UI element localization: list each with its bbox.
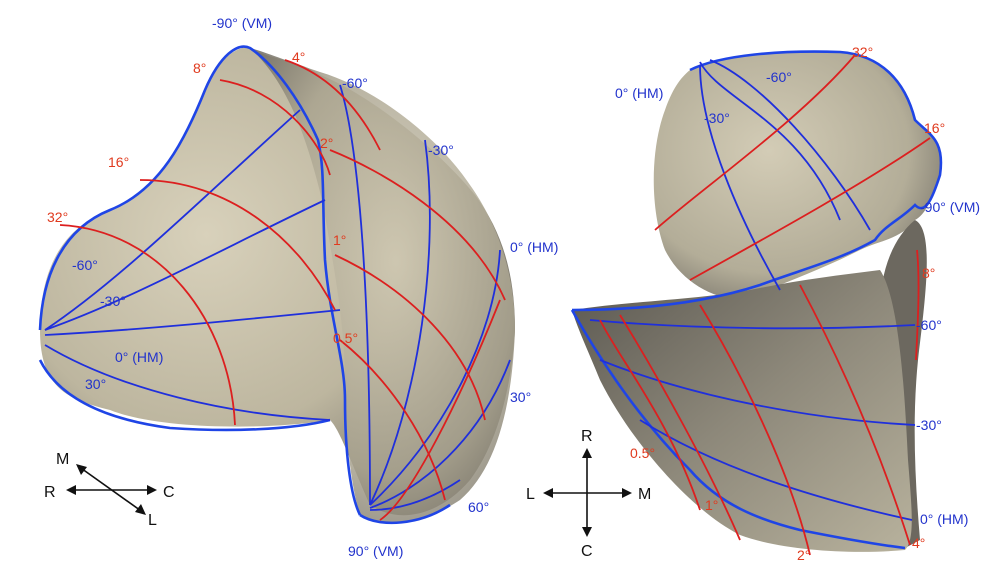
- left-label-hm-a: 0° (HM): [510, 239, 558, 255]
- left-label-30-a: 30°: [85, 376, 106, 392]
- left-label-ecc-16: 16°: [108, 154, 129, 170]
- right-label-ecc-0-5: 0.5°: [630, 445, 655, 461]
- right-label-ecc-4: 4°: [912, 535, 925, 551]
- left-label-minus60-a: -60°: [342, 75, 368, 91]
- left-orientation-axes: M R C L: [44, 451, 175, 529]
- right-label-ecc-2: 2°: [797, 547, 810, 563]
- left-label-ecc-2: 2°: [320, 135, 333, 151]
- left-view-outline-front: [359, 503, 451, 525]
- left-axis-c: C: [163, 484, 175, 501]
- right-view-upper-lobe: [653, 51, 941, 300]
- right-label-minus60-a: -60°: [766, 69, 792, 85]
- right-label-minus30-a: -30°: [704, 110, 730, 126]
- right-label-minus30-b: -30°: [916, 417, 942, 433]
- left-label-60: 60°: [468, 499, 489, 515]
- right-axis-c: C: [581, 543, 593, 560]
- right-label-ecc-1: 1°: [705, 497, 718, 513]
- right-view-outline-upper: [571, 50, 943, 312]
- left-view-outline-upper: [38, 45, 362, 516]
- right-view-outline-lower: [570, 309, 906, 550]
- left-label-minus30-a: -30°: [428, 142, 454, 158]
- right-label-ecc-32: 32°: [852, 44, 873, 60]
- right-label-ecc-16: 16°: [924, 120, 945, 136]
- left-label-minus30-b: -30°: [100, 293, 126, 309]
- right-axis-m: M: [638, 486, 651, 503]
- right-label-vm: -90° (VM): [920, 199, 980, 215]
- right-view-eccentricity-lines: [599, 54, 931, 556]
- left-view: -90° (VM) -60° -30° 0° (HM) -60° -30° 0°…: [38, 15, 558, 559]
- right-label-hm-bottom: 0° (HM): [920, 511, 968, 527]
- left-view-outline-lower: [38, 359, 331, 432]
- right-axis-r: R: [581, 428, 593, 445]
- right-orientation-axes: R L M C: [526, 428, 651, 560]
- left-label-vm-bottom: 90° (VM): [348, 543, 403, 559]
- right-label-ecc-8: 8°: [922, 265, 935, 281]
- left-view-eccentricity-lines: [59, 59, 506, 521]
- right-view-lower-lobe: [572, 270, 912, 552]
- left-label-vm-top: -90° (VM): [212, 15, 272, 31]
- left-view-lower-lobe: [250, 48, 515, 523]
- left-axis-r: R: [44, 484, 56, 501]
- left-label-ecc-0-5: 0.5°: [333, 330, 358, 346]
- left-label-ecc-32: 32°: [47, 209, 68, 225]
- left-axis-l: L: [148, 512, 157, 529]
- left-label-hm-b: 0° (HM): [115, 349, 163, 365]
- left-label-ecc-8: 8°: [193, 60, 206, 76]
- left-view-azimuth-lines: [44, 84, 511, 511]
- left-label-minus60-b: -60°: [72, 257, 98, 273]
- left-label-30-b: 30°: [510, 389, 531, 405]
- left-label-ecc-4: 4°: [292, 49, 305, 65]
- right-view-azimuth-lines: [589, 59, 916, 521]
- right-label-minus60-b: -60°: [916, 317, 942, 333]
- left-label-ecc-1: 1°: [333, 232, 346, 248]
- right-axis-l: L: [526, 486, 535, 503]
- right-label-hm-top: 0° (HM): [615, 85, 663, 101]
- right-view: 0° (HM) -60° -30° -90° (VM) -60° -30° 0°…: [526, 44, 980, 563]
- left-axis-m: M: [56, 451, 69, 468]
